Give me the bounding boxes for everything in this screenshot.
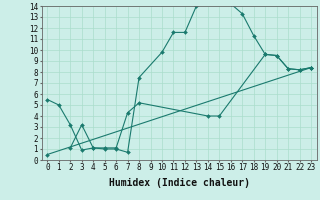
X-axis label: Humidex (Indice chaleur): Humidex (Indice chaleur) bbox=[109, 178, 250, 188]
